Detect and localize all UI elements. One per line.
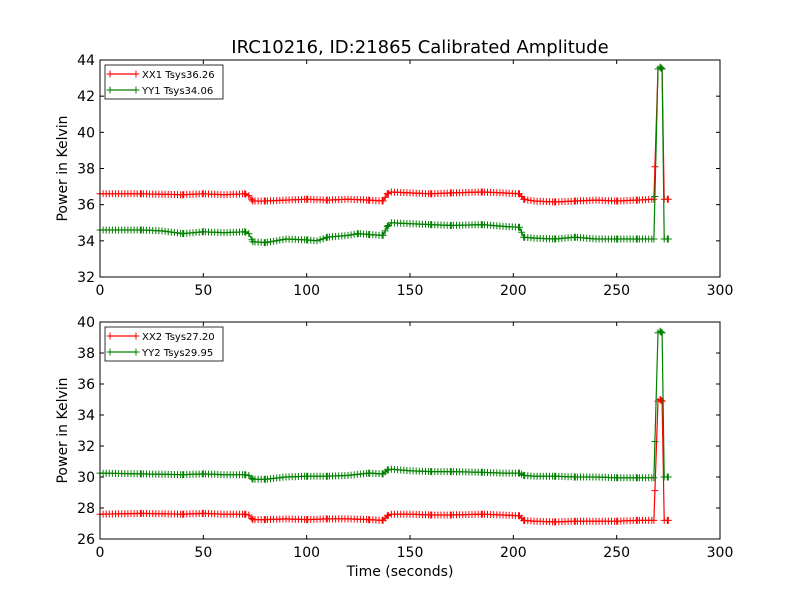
chart-1-xtick-label-2: 50 — [194, 283, 212, 299]
chart-1-legend-label-2: YY1 Tsys34.06 — [141, 86, 213, 97]
chart-2-ytick-label-8: 40 — [77, 315, 95, 331]
chart-2-legend: XX2 Tsys27.20 YY2 Tsys29.95 — [104, 326, 224, 362]
chart-1-ytick-label-1: 32 — [77, 270, 95, 286]
chart-2-ytick-label-6: 36 — [77, 377, 95, 393]
chart-1-xtick-label-5: 200 — [500, 283, 527, 299]
chart-2-legend-marker-1 — [106, 332, 140, 340]
chart-2-ytick-label-2: 28 — [77, 501, 95, 517]
chart-1-ylabel: Power in Kelvin — [55, 115, 71, 221]
chart-2-ytick-label-3: 30 — [77, 470, 95, 486]
chart-1-title: IRC10216, ID:21865 Calibrated Amplitude — [231, 37, 608, 58]
chart-2-xtick-label-3: 100 — [293, 545, 320, 561]
chart-2-ytick-label-5: 34 — [77, 408, 95, 424]
chart-2-ytick-label-4: 32 — [77, 439, 95, 455]
chart-2-xtick-label-6: 250 — [603, 545, 630, 561]
chart-1-xtick-label-7: 300 — [707, 283, 734, 299]
panels: 0 50 100 150 200 250 30032343638404244IRC10216… — [55, 37, 733, 580]
chart-2-xtick-label-5: 200 — [500, 545, 527, 561]
chart-1-ytick-label-5: 40 — [77, 125, 95, 141]
chart-2-ylabel: Power in Kelvin — [55, 377, 71, 483]
chart-1-legend-box — [104, 64, 224, 100]
chart-1-xtick-label-4: 150 — [397, 283, 424, 299]
chart-1-xtick-label-1: 0 — [96, 283, 105, 299]
chart-1: 0 50 100 150 200 250 300 32 34 36 38 40 42 44 IRC10216… — [55, 37, 733, 299]
chart-2-legend-box — [104, 326, 224, 362]
chart-2-legend-marker-2 — [106, 348, 140, 356]
chart-1-ytick-label-7: 44 — [77, 53, 95, 69]
chart-1-series-2 — [96, 63, 672, 247]
chart-2-xtick-label-4: 150 — [397, 545, 424, 561]
chart-2: 0 50 100 150 200 250 300 26 28 30 32 34 36 38 40 Power … — [55, 315, 733, 580]
chart-1-ytick-label-4: 38 — [77, 162, 95, 178]
chart-2-xtick-label-7: 300 — [707, 545, 734, 561]
chart-2-xtick-label-1: 0 — [96, 545, 105, 561]
chart-1-xtick-label-6: 250 — [603, 283, 630, 299]
chart-1-legend: XX1 Tsys36.26 YY1 Tsys34.06 — [104, 64, 224, 100]
chart-1-legend-marker-2 — [106, 86, 140, 94]
chart-2-series-1 — [96, 396, 672, 526]
chart-2-ytick-label-7: 38 — [77, 346, 95, 362]
chart-1-ytick-label-6: 42 — [77, 89, 95, 105]
chart-1-ytick-label-3: 36 — [77, 198, 95, 214]
chart-2-xtick-label-2: 50 — [194, 545, 212, 561]
chart-1-xtick-label-3: 100 — [293, 283, 320, 299]
chart-2-legend-label-1: XX2 Tsys27.20 — [142, 332, 215, 343]
chart-1-ytick-label-2: 34 — [77, 234, 95, 250]
chart-2-ytick-label-1: 26 — [77, 532, 95, 548]
chart-2-xlabel: Time (seconds) — [346, 564, 454, 580]
chart-1-legend-marker-1 — [106, 70, 140, 78]
chart-2-legend-label-2: YY2 Tsys29.95 — [141, 348, 213, 359]
chart-1-legend-label-1: XX1 Tsys36.26 — [142, 70, 215, 81]
chart-2-series-2 — [96, 327, 672, 483]
